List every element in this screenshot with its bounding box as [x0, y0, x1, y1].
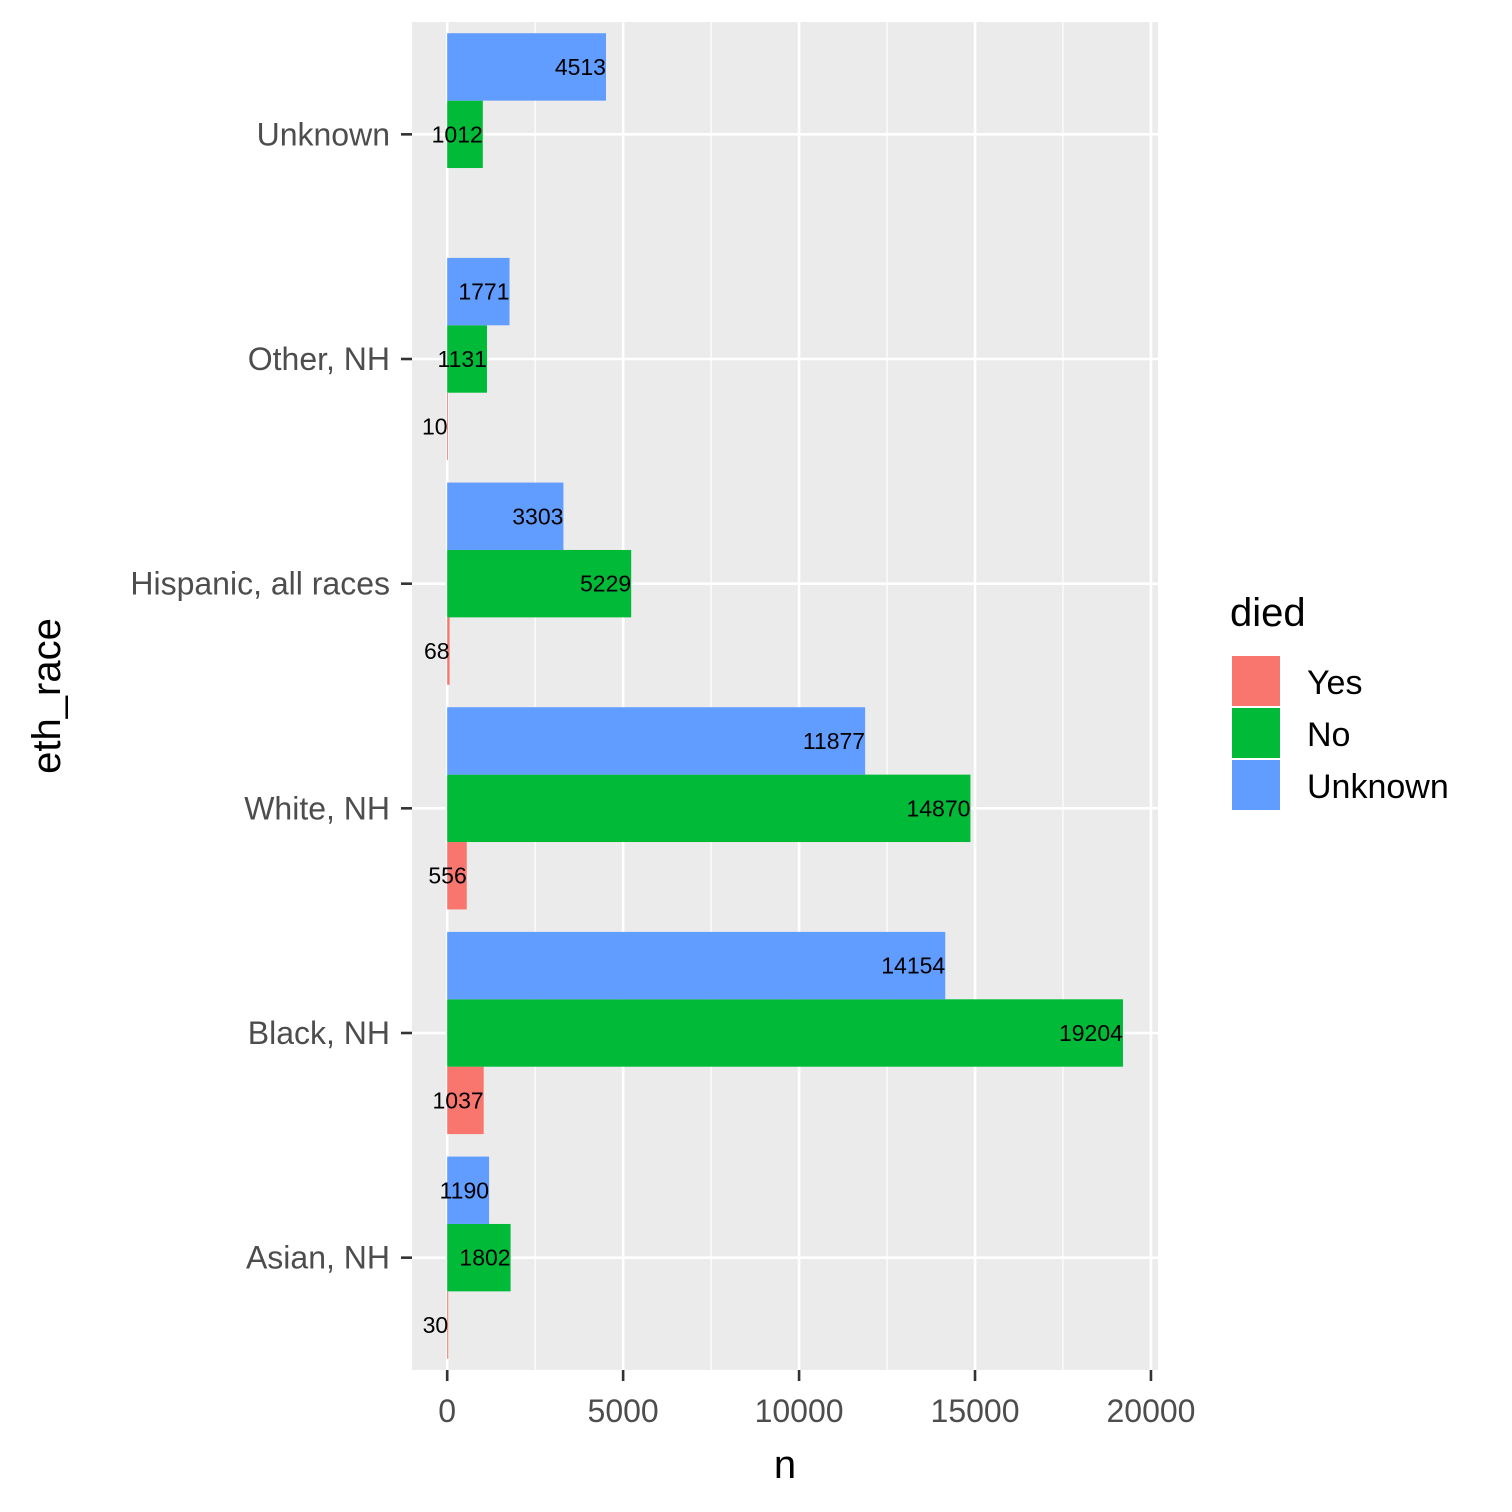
bar-unknown [447, 931, 946, 1000]
bar-no [447, 549, 632, 618]
bars [447, 33, 1123, 1359]
x-tick-label: 0 [438, 1393, 456, 1429]
bar-unknown [447, 33, 606, 101]
y-tick-label: Black, NH [248, 1015, 390, 1051]
bar-value-label: 68 [424, 638, 450, 664]
legend-label: Unknown [1307, 768, 1449, 806]
x-axis-title: n [774, 1443, 796, 1487]
bar-labels: 30 1802 1190 1037 19204 14154 556 14870 11877 68 5… [422, 54, 1123, 1338]
plot-panel [412, 22, 1158, 1370]
legend-key-unknown [1232, 760, 1280, 810]
bar-no [447, 774, 971, 843]
legend-title: died [1230, 591, 1306, 635]
bar-value-label: 3303 [512, 503, 563, 529]
legend-key-no [1232, 708, 1280, 758]
bar-value-label: 1012 [432, 121, 483, 147]
y-tick-label: Hispanic, all races [130, 566, 390, 602]
bar-value-label: 4513 [555, 54, 606, 80]
bar-value-label: 10 [422, 413, 448, 439]
legend-key-yes [1232, 656, 1280, 706]
x-tick-label: 15000 [931, 1393, 1020, 1429]
bar-value-label: 30 [423, 1312, 449, 1338]
bar-value-label: 1037 [433, 1087, 484, 1113]
y-axis: Asian, NH Black, NH White, NH Hispanic, all… [130, 116, 412, 1276]
bar-value-label: 1771 [458, 279, 509, 305]
bar-unknown [447, 1156, 490, 1224]
bar-no [447, 325, 487, 393]
bar-yes [447, 1291, 449, 1359]
bar-yes [447, 1066, 484, 1135]
bar-unknown [447, 482, 564, 550]
bar-value-label: 14154 [881, 953, 945, 979]
bar-value-label: 11877 [803, 728, 865, 754]
bar-yes [447, 392, 448, 461]
y-tick-label: White, NH [244, 790, 390, 826]
legend-label: Yes [1307, 664, 1362, 702]
y-tick-label: Unknown [257, 116, 390, 152]
x-tick-label: 20000 [1106, 1393, 1195, 1429]
bar-no [447, 1223, 511, 1292]
bar-value-label: 14870 [906, 795, 970, 821]
bar-no [447, 100, 483, 169]
y-tick-label: Other, NH [248, 341, 390, 377]
legend-label: No [1307, 716, 1350, 754]
bar-value-label: 1190 [440, 1177, 489, 1203]
bar-value-label: 1131 [438, 346, 487, 372]
y-tick-label: Asian, NH [246, 1240, 390, 1276]
bar-no [447, 999, 1123, 1067]
x-tick-label: 5000 [588, 1393, 659, 1429]
bar-unknown [447, 707, 866, 775]
bar-yes [447, 842, 467, 910]
bar-value-label: 5229 [580, 571, 631, 597]
bar-unknown [447, 257, 510, 326]
y-axis-title: eth_race [25, 618, 69, 774]
bar-value-label: 19204 [1059, 1020, 1123, 1046]
x-tick-label: 10000 [755, 1393, 844, 1429]
bar-value-label: 1802 [459, 1245, 510, 1271]
x-axis: 0 5000 10000 15000 20000 [438, 1370, 1195, 1429]
bar-value-label: 556 [428, 863, 466, 889]
legend: died Yes No Unknown [1230, 591, 1449, 810]
bar-yes [447, 617, 450, 685]
